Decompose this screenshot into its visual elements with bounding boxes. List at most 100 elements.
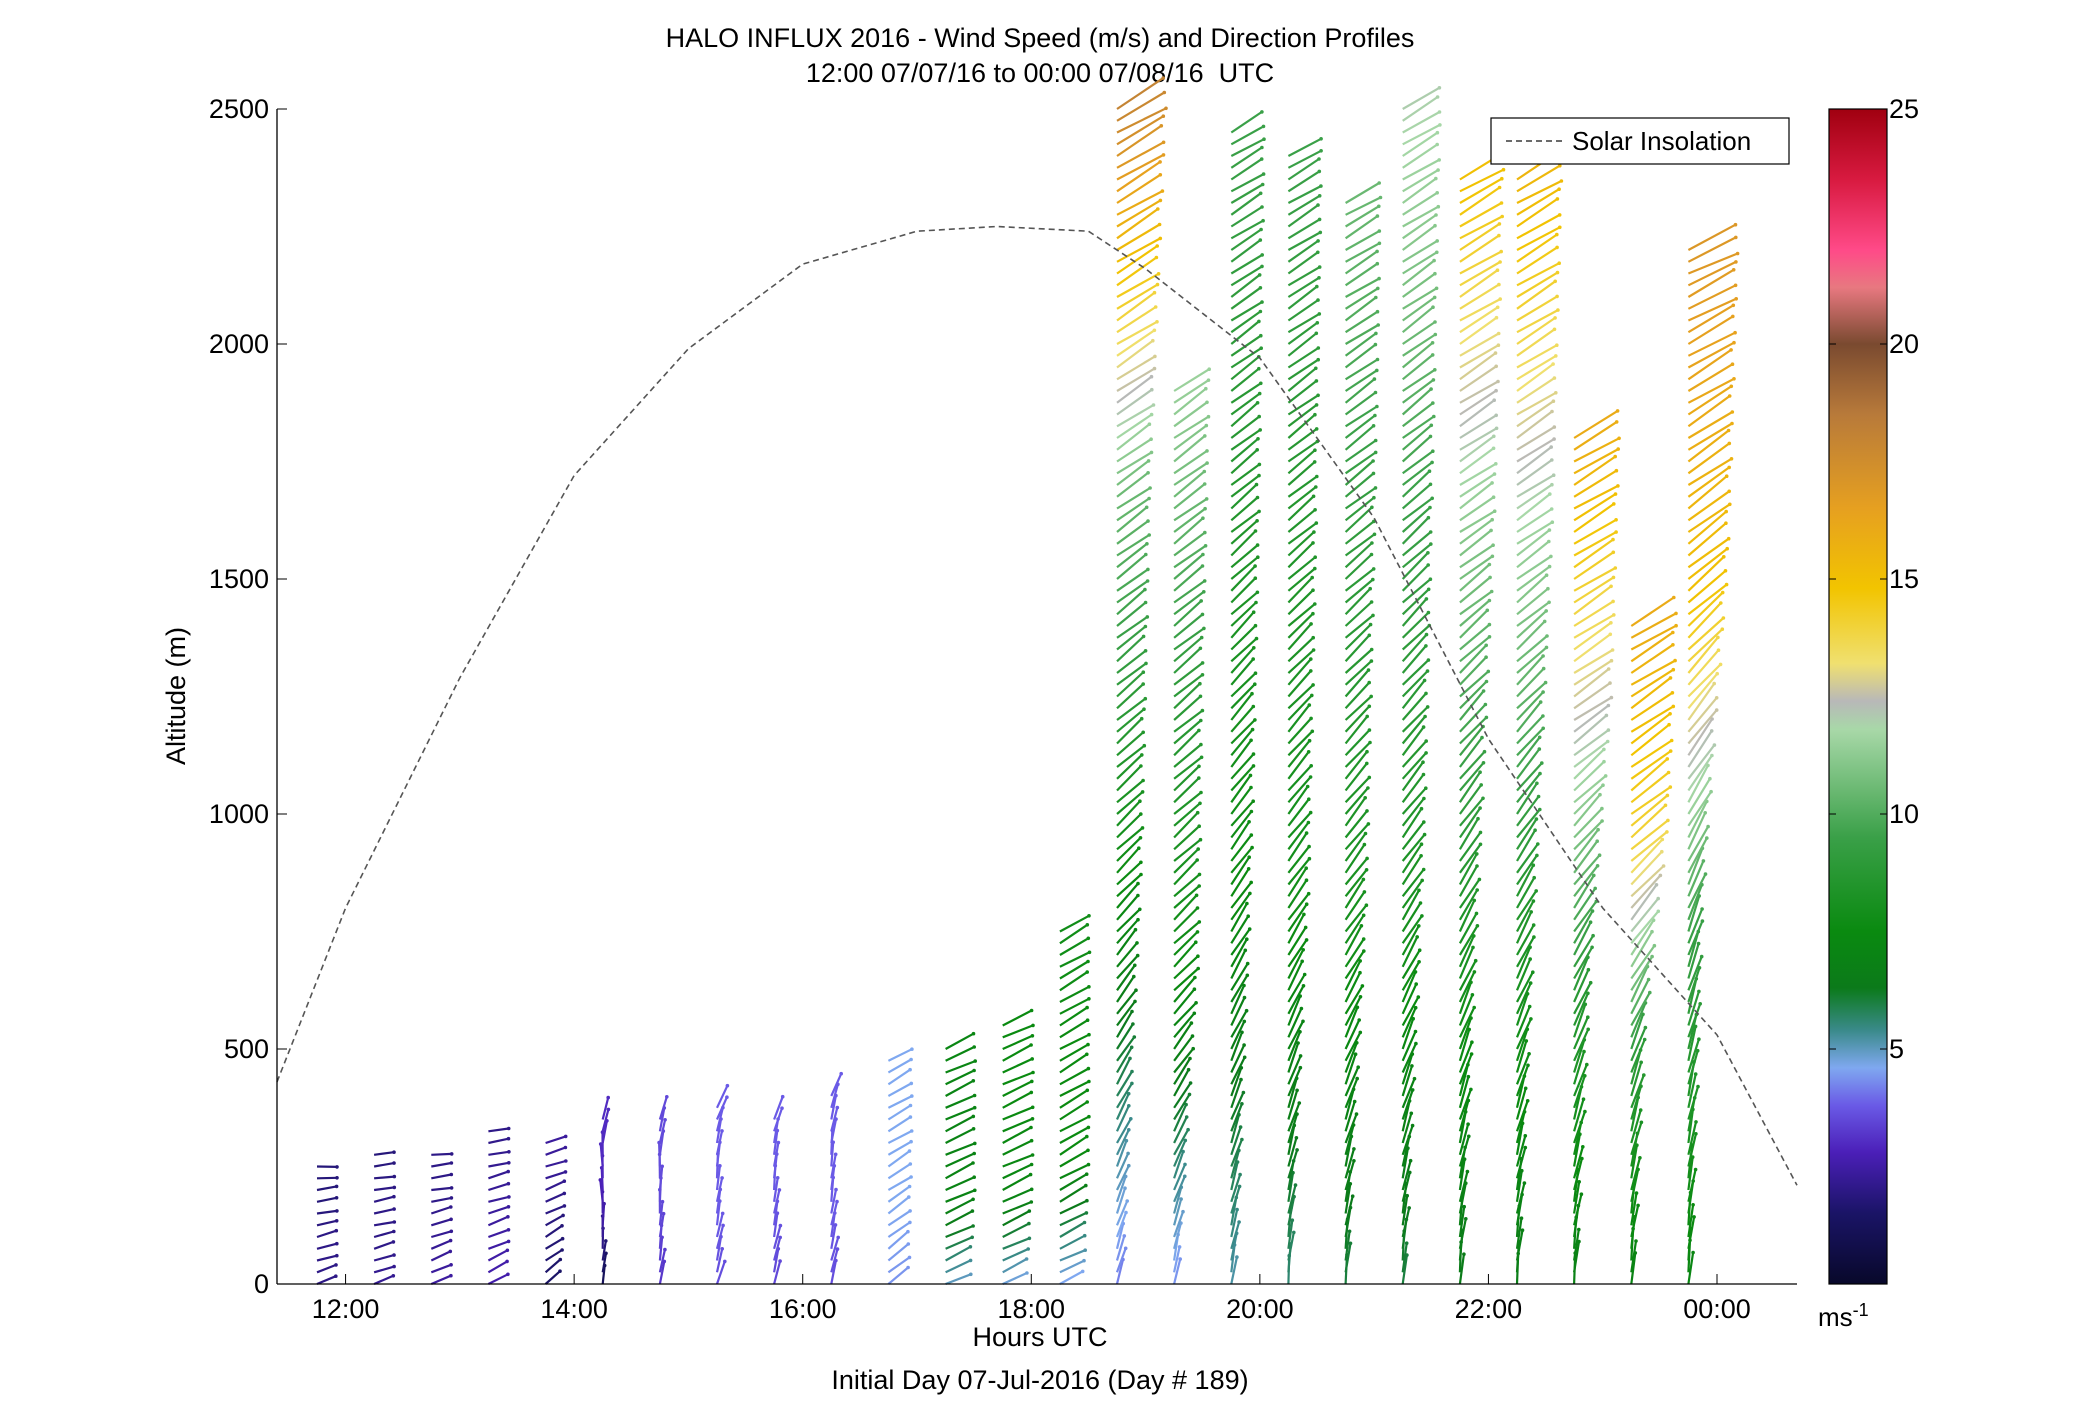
wind-vector-head [1258, 238, 1263, 242]
wind-vector-head [1613, 454, 1617, 459]
wind-vector-head [1462, 1252, 1466, 1256]
wind-vector-head [1494, 462, 1498, 466]
wind-vector [373, 1265, 395, 1274]
wind-vector [773, 1248, 780, 1273]
wind-vector-head [1543, 680, 1548, 685]
wind-vector-head [1135, 953, 1140, 958]
wind-vector-head [1593, 886, 1597, 891]
wind-vector-head [908, 1103, 913, 1108]
wind-vector [1230, 786, 1252, 815]
wind-vector [1116, 124, 1162, 157]
wind-vector-head [1301, 948, 1305, 952]
wind-vector-head [1359, 924, 1364, 928]
wind-vector [601, 1203, 606, 1226]
wind-vector-head [1313, 555, 1317, 559]
wind-vector [1516, 808, 1541, 839]
wind-vector-head [1082, 1220, 1087, 1225]
wind-vector [1573, 807, 1603, 839]
wind-vector-head [1311, 588, 1315, 592]
wind-vector-head [1422, 832, 1427, 837]
wind-vector-head [1730, 410, 1735, 414]
wind-vector [373, 1186, 395, 1192]
wind-vector [1173, 580, 1206, 604]
wind-vector [1230, 591, 1259, 616]
wind-vector [1230, 173, 1265, 193]
wind-vector-head [1421, 772, 1426, 777]
wind-vector [430, 1250, 451, 1262]
wind-vector [1230, 997, 1246, 1026]
wind-vector-head [1487, 562, 1492, 567]
wind-vector [1458, 981, 1473, 1015]
wind-vector-head [1086, 1162, 1091, 1167]
wind-vector-head [1135, 941, 1139, 945]
wind-vector [1287, 358, 1319, 381]
wind-vector-head [506, 1136, 511, 1141]
wind-vector-head [1242, 983, 1246, 988]
wind-vector [658, 1213, 665, 1238]
wind-vector-head [1158, 236, 1163, 241]
wind-vector-head [1613, 492, 1618, 496]
wind-vector [1173, 600, 1202, 627]
y-tick-label: 2000 [209, 329, 269, 359]
wind-vector [1116, 744, 1145, 768]
wind-vector [1115, 1152, 1130, 1179]
wind-vector-head [1554, 354, 1558, 358]
wind-vector [773, 1142, 780, 1167]
wind-vector [1345, 287, 1379, 310]
wind-vector [1459, 306, 1499, 334]
wind-vector-head [1254, 636, 1259, 641]
wind-vector [1401, 506, 1431, 533]
wind-vector [715, 1165, 721, 1191]
wind-vector-head [1407, 1206, 1411, 1210]
wind-vector [1344, 215, 1379, 240]
wind-vector [1344, 810, 1368, 839]
wind-vector [1401, 808, 1423, 839]
wind-vector [1516, 295, 1558, 322]
wind-vector-head [1313, 412, 1317, 417]
wind-vector-head [392, 1161, 396, 1165]
wind-vector [1287, 185, 1322, 204]
wind-vector-head [1295, 1088, 1299, 1093]
wind-vector-head [1547, 564, 1552, 569]
wind-vector [544, 1258, 562, 1274]
wind-vector [1630, 1027, 1647, 1062]
wind-vector [1344, 823, 1370, 851]
wind-vector [1230, 892, 1251, 921]
wind-vector-head [1299, 1006, 1304, 1011]
wind-vector [1116, 1082, 1133, 1109]
wind-vector [316, 1229, 337, 1239]
wind-vector-head [563, 1134, 568, 1139]
wind-vector-head [972, 1175, 976, 1179]
wind-vector-head [1177, 1245, 1182, 1249]
wind-vector [945, 1224, 974, 1239]
wind-vector [1401, 797, 1425, 827]
wind-vector [1687, 537, 1730, 569]
wind-vector-head [1373, 390, 1378, 395]
wind-vector-head [1310, 575, 1314, 580]
wind-vector [1458, 1100, 1470, 1132]
wind-vector-head [1609, 658, 1614, 663]
wind-vector [1230, 963, 1249, 991]
wind-vector [1059, 1019, 1089, 1039]
wind-vector [1115, 1187, 1127, 1214]
wind-vector-head [1733, 222, 1738, 227]
wind-vector-head [507, 1195, 511, 1199]
wind-vector-head [1497, 185, 1502, 190]
wind-vector-head [1519, 1216, 1524, 1220]
wind-vector-head [1315, 284, 1319, 289]
wind-vector [1401, 1031, 1417, 1062]
wind-vector [1516, 197, 1559, 228]
wind-vector [545, 1214, 564, 1227]
wind-vector-head [1204, 497, 1209, 501]
wind-vector-head [834, 1187, 838, 1192]
wind-vector-head [1731, 303, 1736, 308]
wind-vector-head [1194, 940, 1198, 944]
wind-vector-head [1190, 1034, 1195, 1038]
wind-vector-head [1352, 1159, 1356, 1163]
wind-vector-head [1693, 1072, 1698, 1076]
wind-vector-head [1153, 354, 1157, 359]
wind-vector [1401, 611, 1430, 639]
wind-vector-head [1363, 796, 1367, 800]
wind-vector [1687, 583, 1728, 616]
wind-vector [1630, 865, 1665, 898]
